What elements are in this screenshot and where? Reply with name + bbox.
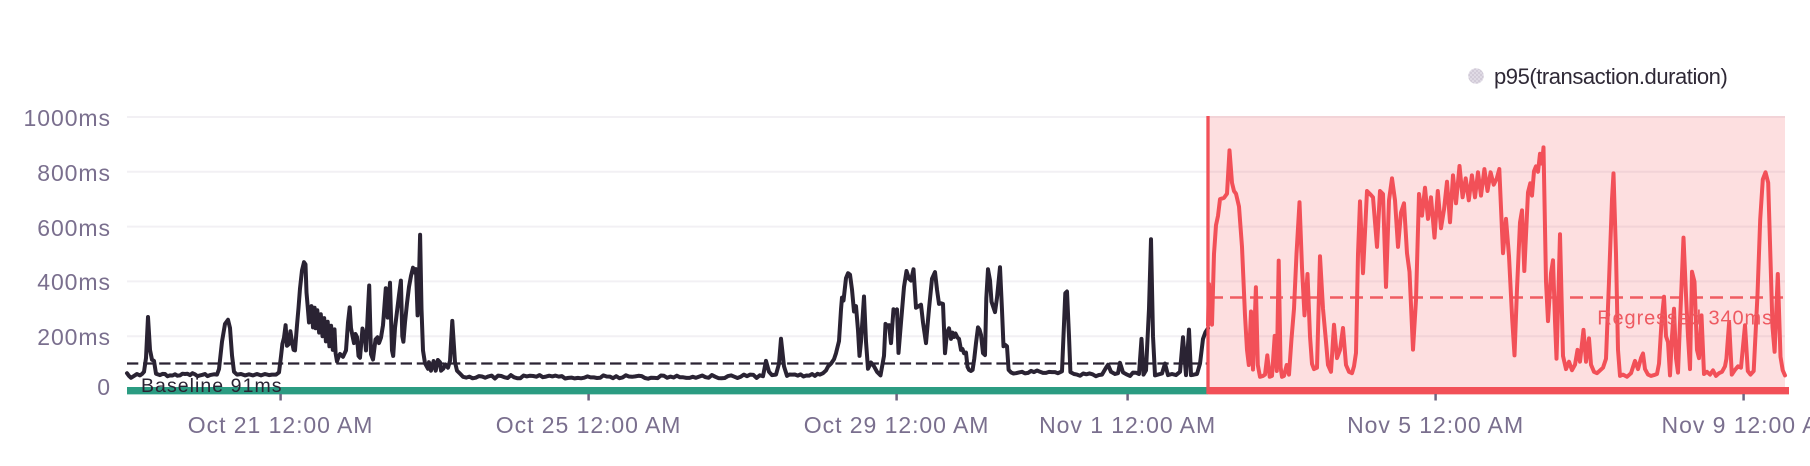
svg-text:Oct 25 12:00 AM: Oct 25 12:00 AM — [496, 412, 682, 438]
svg-text:800ms: 800ms — [37, 160, 111, 186]
svg-text:Nov 9 12:00 AM: Nov 9 12:00 AM — [1662, 412, 1810, 438]
svg-text:Oct 21 12:00 AM: Oct 21 12:00 AM — [188, 412, 374, 438]
svg-text:Oct 29 12:00 AM: Oct 29 12:00 AM — [804, 412, 990, 438]
svg-text:Baseline 91ms: Baseline 91ms — [141, 375, 283, 397]
svg-text:400ms: 400ms — [37, 269, 111, 295]
svg-text:1000ms: 1000ms — [23, 105, 111, 131]
svg-text:0: 0 — [97, 374, 111, 400]
svg-text:Nov 1 12:00 AM: Nov 1 12:00 AM — [1039, 412, 1216, 438]
svg-text:Regressed 340ms: Regressed 340ms — [1597, 308, 1773, 330]
svg-text:200ms: 200ms — [37, 324, 111, 350]
svg-text:p95(transaction.duration): p95(transaction.duration) — [1494, 64, 1727, 89]
svg-text:Nov 5 12:00 AM: Nov 5 12:00 AM — [1347, 412, 1524, 438]
svg-text:600ms: 600ms — [37, 215, 111, 241]
